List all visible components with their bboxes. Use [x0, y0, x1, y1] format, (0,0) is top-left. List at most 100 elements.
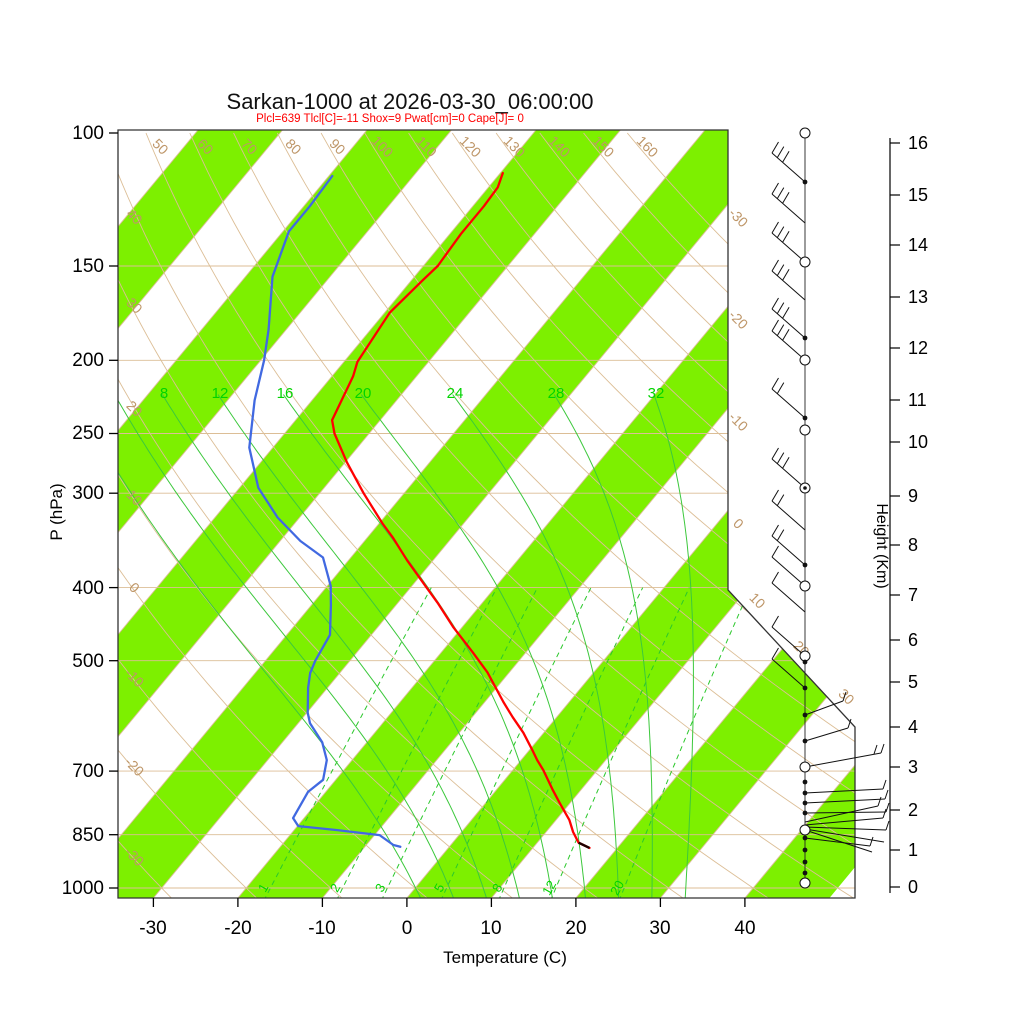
pressure-tick-label: 200	[72, 350, 104, 371]
height-tick-label: 16	[908, 133, 928, 153]
wind-barb-feather	[776, 264, 785, 276]
mixing-ratio-line	[380, 587, 538, 898]
wind-station-circle	[799, 127, 811, 139]
pressure-axis-label: P (hPa)	[47, 483, 66, 540]
wind-barb-feather	[771, 221, 779, 234]
plot-area	[118, 130, 855, 898]
mixing-ratio-line	[263, 587, 432, 898]
wind-barb-feather	[771, 545, 779, 558]
moist-adiabat-label: 16	[277, 385, 294, 402]
temperature-curve	[330, 171, 591, 850]
page-title: Sarkan-1000 at 2026-03-30_06:00:00	[227, 89, 594, 114]
height-axis-label: Height (Km)	[873, 503, 890, 588]
wind-station-dot	[802, 685, 808, 691]
height-tick-label: 15	[908, 185, 928, 205]
pressure-tick-label: 500	[72, 651, 104, 672]
wind-station-dot	[802, 810, 808, 816]
isotherm-stripe	[118, 130, 621, 898]
dry-adiabat	[118, 132, 602, 898]
height-tick-label: 12	[908, 338, 928, 358]
isotherm-line	[118, 130, 621, 898]
isotherm-stripe	[118, 130, 790, 898]
dry-adiabat-label-top: 160	[634, 133, 662, 161]
wind-barb-feather	[885, 802, 890, 813]
wind-barb-shaft	[771, 232, 806, 263]
isotherm-label-right: -20	[726, 307, 752, 333]
moist-adiabat-label: 20	[355, 385, 372, 402]
dry-adiabat	[320, 132, 855, 898]
wind-barb-feather	[776, 226, 785, 238]
moist-adiabat	[360, 394, 587, 898]
isotherm-line	[660, 130, 855, 898]
height-tick-label: 10	[908, 432, 928, 452]
isotherm-label-right: 10	[746, 589, 768, 611]
wind-barb-feather	[782, 151, 790, 163]
dry-adiabat	[118, 132, 517, 898]
wind-barb-shaft	[771, 556, 806, 587]
height-tick-label: 0	[908, 877, 918, 897]
wind-barb-feather	[776, 187, 785, 199]
wind-barb-shaft	[771, 388, 806, 419]
mixing-ratio-label: 20	[607, 878, 627, 898]
height-tick-label: 3	[908, 757, 918, 777]
wind-barb-shaft	[771, 308, 806, 339]
isobar-lines	[118, 265, 855, 889]
wind-station-dot	[802, 335, 808, 341]
temperature-tick-label: 30	[649, 918, 670, 939]
wind-station-circle	[799, 354, 811, 366]
wind-station-dot	[802, 712, 808, 718]
mixing-ratio-line	[335, 587, 498, 898]
height-tick-label: 2	[908, 800, 918, 820]
pressure-tick-label: 150	[72, 256, 104, 277]
isotherm-stripe	[575, 130, 855, 898]
dry-adiabat	[118, 132, 260, 898]
wind-station-dot	[802, 562, 808, 568]
wind-barb-shaft	[771, 152, 806, 183]
wind-barb-feather	[782, 269, 790, 281]
wind-barb-shaft	[771, 458, 806, 489]
isotherm-label-right: -30	[726, 205, 752, 231]
height-tick-label: 5	[908, 672, 918, 692]
wind-barb-shaft	[804, 828, 885, 843]
mixing-ratio-lines	[263, 587, 751, 898]
dry-adiabat	[233, 132, 855, 898]
wind-barb-feather	[771, 377, 779, 390]
wind-barb-shaft	[804, 817, 884, 826]
pressure-tick-label: 850	[72, 825, 104, 846]
moist-adiabat	[452, 394, 620, 898]
wind-barb-feather	[776, 382, 785, 394]
isotherm-line	[118, 130, 283, 898]
mixing-ratio-line	[440, 587, 592, 898]
isotherm-line	[118, 130, 706, 898]
wind-barb-shaft	[804, 727, 849, 742]
isotherm-line	[744, 130, 855, 898]
wind-barb-feather	[847, 718, 852, 729]
dry-adiabat	[364, 132, 855, 898]
dewpoint-curve	[248, 174, 402, 848]
isotherm-label-right: -10	[726, 409, 752, 435]
moist-adiabats	[118, 394, 694, 898]
height-tick-label: 4	[908, 717, 918, 737]
wind-station-dot	[802, 870, 808, 876]
wind-barb-feather	[771, 297, 779, 310]
height-tick-label: 8	[908, 535, 918, 555]
wind-station-circle	[799, 761, 811, 773]
dry-adiabat	[118, 132, 431, 898]
isotherm-line	[406, 130, 855, 898]
wind-barb-feather	[884, 789, 889, 800]
temperature-axis: -30 -20 -10 0 10 20 30 40	[139, 898, 756, 939]
wind-station-dot	[802, 738, 808, 744]
pressure-tick-label: 700	[72, 761, 104, 782]
wind-barb-feather	[771, 571, 779, 584]
wind-barb-shaft	[804, 788, 884, 794]
chart-generated-layer: 50 60 70 80 90 100 110 120 130 140 150 160403020100…	[62, 123, 928, 939]
temperature-tick-label: 20	[565, 918, 586, 939]
dry-adiabat	[539, 132, 855, 898]
dry-adiabat	[583, 132, 855, 898]
wind-station-dot	[803, 486, 807, 490]
pressure-tick-label: 250	[72, 423, 104, 444]
dry-adiabat-label-top: 50	[149, 135, 171, 157]
wind-barb-shaft	[804, 798, 886, 804]
mixing-ratio-line	[497, 587, 644, 898]
